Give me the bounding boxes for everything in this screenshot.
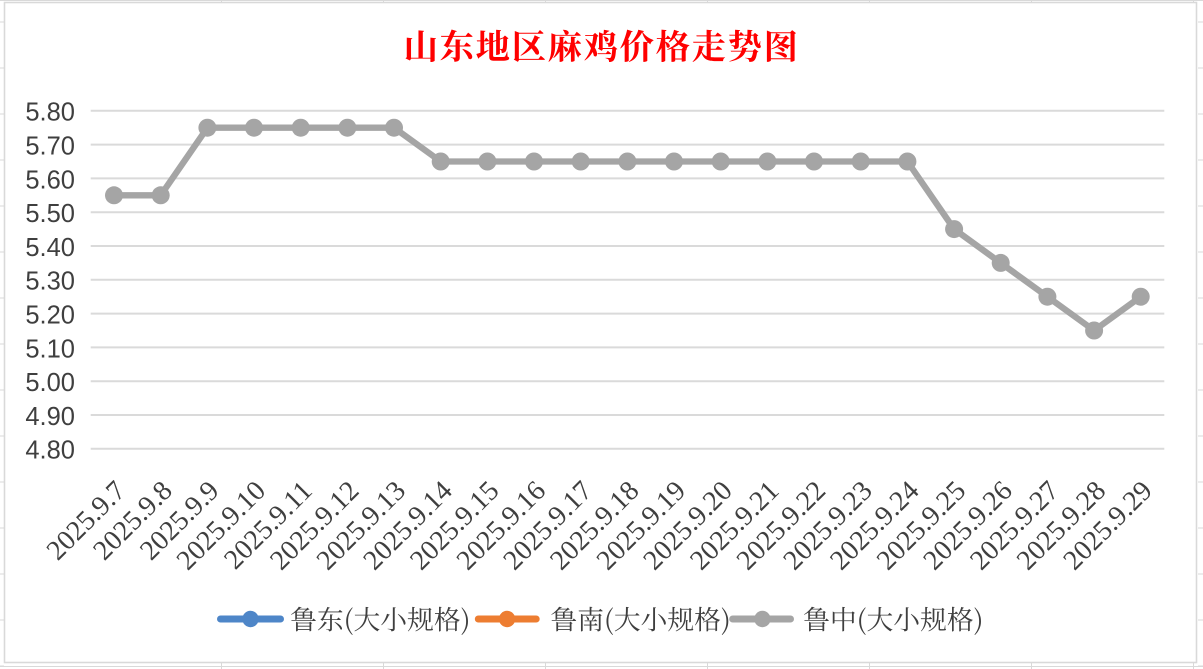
svg-text:4.90: 4.90 xyxy=(25,403,75,431)
svg-text:5.50: 5.50 xyxy=(25,200,75,228)
svg-text:5.20: 5.20 xyxy=(25,302,75,330)
svg-text:5.10: 5.10 xyxy=(25,335,75,363)
svg-text:4.80: 4.80 xyxy=(25,437,75,465)
svg-text:5.80: 5.80 xyxy=(25,99,75,127)
svg-text:5.60: 5.60 xyxy=(25,166,75,194)
svg-text:5.40: 5.40 xyxy=(25,234,75,262)
svg-text:5.00: 5.00 xyxy=(25,369,75,397)
svg-text:5.30: 5.30 xyxy=(25,268,75,296)
svg-text:5.70: 5.70 xyxy=(25,133,75,161)
